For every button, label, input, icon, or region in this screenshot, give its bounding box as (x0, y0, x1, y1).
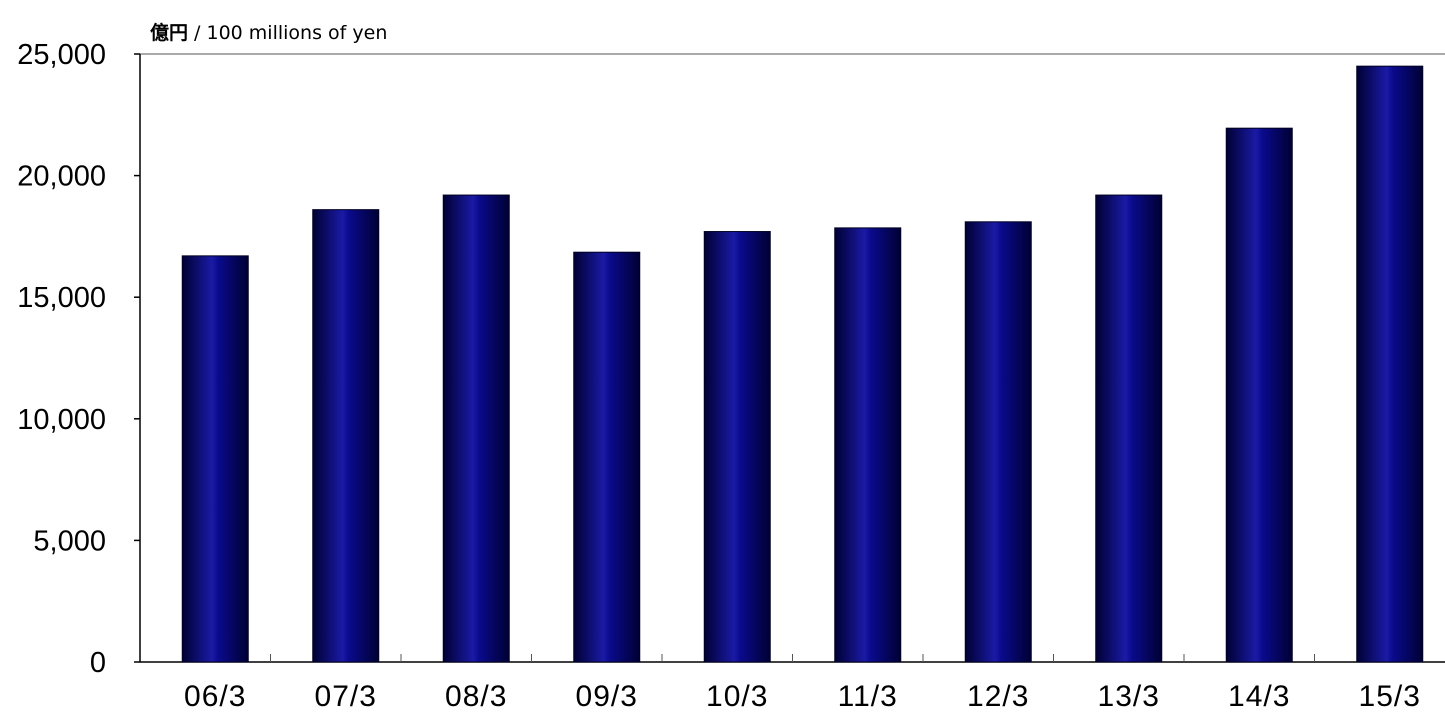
x-tick-label: 10/3 (706, 680, 768, 713)
x-tick-label: 07/3 (315, 680, 377, 713)
y-tick-label: 10,000 (17, 404, 106, 436)
bars-group (181, 65, 1424, 663)
bar (1095, 194, 1163, 663)
x-tick-label: 11/3 (838, 680, 898, 713)
bar (1225, 127, 1293, 663)
unit-label: 億円 / 100 millions of yen (150, 18, 387, 45)
x-tick-label: 12/3 (967, 680, 1029, 713)
unit-label-en: / 100 millions of yen (188, 22, 388, 44)
y-tick-label: 0 (90, 647, 106, 679)
y-tick-label: 25,000 (17, 39, 106, 71)
y-tick-label: 20,000 (17, 161, 106, 193)
bar (964, 221, 1032, 663)
y-tick-label: 5,000 (33, 525, 106, 557)
bar (573, 251, 641, 663)
x-tick-label: 14/3 (1228, 680, 1290, 713)
y-axis: 0 5,000 10,000 15,000 20,000 25,000 (17, 39, 140, 679)
bar (312, 209, 380, 663)
unit-label-jp: 億円 (150, 22, 189, 44)
bar (181, 255, 249, 663)
bar (442, 194, 510, 663)
x-axis: 06/3 07/3 08/3 09/3 10/3 11/3 12/3 13/3 14/3 15/3 (184, 654, 1421, 713)
x-tick-label: 15/3 (1359, 680, 1421, 713)
x-tick-label: 08/3 (445, 680, 507, 713)
x-tick-label: 09/3 (576, 680, 638, 713)
bar (703, 231, 771, 663)
x-tick-label: 06/3 (184, 680, 246, 713)
x-tick-label: 13/3 (1098, 680, 1160, 713)
bar (834, 227, 902, 663)
y-tick-label: 15,000 (17, 282, 106, 314)
bar (1356, 65, 1424, 663)
